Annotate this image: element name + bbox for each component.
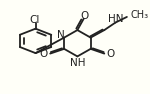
Text: O: O — [39, 49, 48, 59]
Text: HN: HN — [108, 14, 124, 24]
Text: O: O — [107, 49, 115, 59]
Text: O: O — [81, 11, 89, 21]
Text: NH: NH — [70, 58, 85, 67]
Text: Cl: Cl — [30, 15, 40, 25]
Text: N: N — [57, 30, 64, 40]
Text: CH₃: CH₃ — [130, 10, 148, 20]
